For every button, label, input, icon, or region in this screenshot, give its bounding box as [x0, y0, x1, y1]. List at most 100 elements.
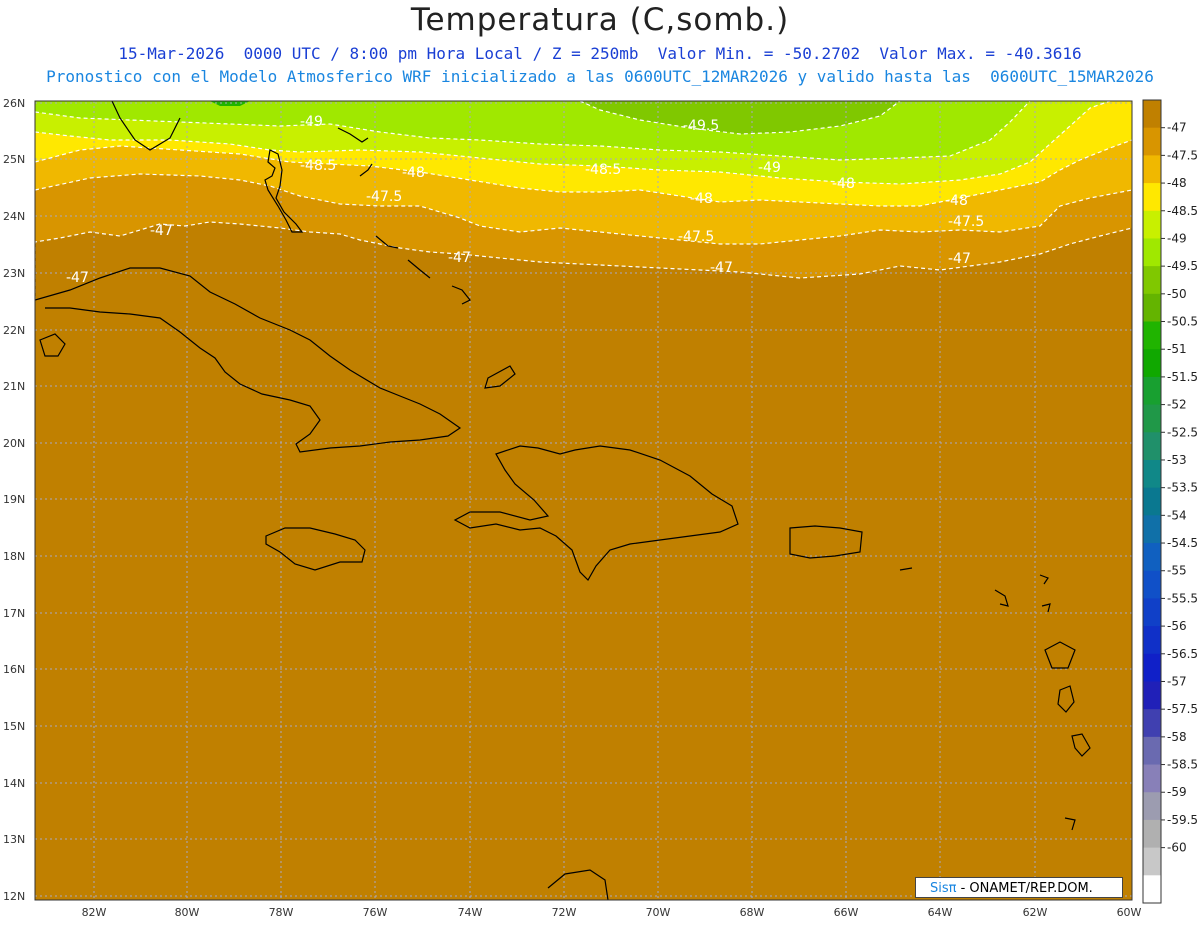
colorbar-swatch	[1143, 709, 1161, 738]
colorbar-label: -56	[1167, 619, 1187, 633]
shaded-field	[35, 101, 1132, 900]
colorbar-label: -50	[1167, 287, 1187, 301]
lat-label: 15N	[3, 720, 25, 733]
lat-label: 26N	[3, 97, 25, 110]
colorbar-label: -53	[1167, 453, 1187, 467]
colorbar-label: -52	[1167, 398, 1187, 412]
contour-label: -47	[66, 270, 89, 286]
colorbar-label: -50.5	[1167, 315, 1198, 329]
lat-label: 17N	[3, 607, 25, 620]
colorbar-label: -54.5	[1167, 536, 1198, 550]
colorbar-label: -49	[1167, 231, 1187, 245]
lat-label: 22N	[3, 324, 25, 337]
colorbar-swatch	[1143, 459, 1161, 489]
colorbar-swatch	[1143, 238, 1161, 267]
colorbar-label: -60	[1167, 841, 1187, 855]
colorbar-swatch	[1143, 598, 1161, 627]
colorbar-label: -48.5	[1167, 204, 1198, 218]
colorbar-frame	[1142, 99, 1162, 904]
hispaniola-coast	[453, 445, 739, 581]
colorbar-label: -47.5	[1167, 148, 1198, 162]
contour-label: -48	[402, 165, 425, 181]
colorbar-label: -58	[1167, 730, 1187, 744]
contour-label: -47.5	[678, 229, 714, 245]
contour-labels: -49 -49.5 -48.5 -49 -48.5 -48 -48 -47.5 …	[66, 114, 984, 286]
colorbar-label: -48	[1167, 176, 1187, 190]
lon-label: 80W	[175, 906, 200, 919]
lat-label: 20N	[3, 437, 25, 450]
colorbar-label: -49.5	[1167, 259, 1198, 273]
lat-label: 23N	[3, 267, 25, 280]
lat-label: 14N	[3, 777, 25, 790]
contour-label: -47	[710, 260, 733, 276]
colorbar-swatch	[1143, 432, 1161, 461]
longitude-labels: 82W 80W 78W 76W 74W 72W 70W 68W 66W 64W …	[82, 906, 1142, 919]
colorbar-swatch	[1143, 570, 1161, 599]
colorbar-swatch	[1143, 266, 1161, 295]
contour-label: -47.5	[948, 214, 984, 230]
colorbar-swatch	[1143, 376, 1161, 406]
lat-label: 25N	[3, 153, 25, 166]
colorbar-swatch	[1143, 875, 1161, 904]
colorbar-label: -54	[1167, 508, 1187, 522]
lon-label: 64W	[928, 906, 953, 919]
contour-label: -48	[832, 176, 855, 192]
valid-time-subtitle: 15-Mar-2026 0000 UTC / 8:00 pm Hora Loca…	[118, 44, 1082, 63]
contour-label: -47.5	[366, 189, 402, 205]
lat-label: 16N	[3, 663, 25, 676]
colorbar-swatch	[1143, 819, 1161, 849]
colorbar-label: -57.5	[1167, 702, 1198, 716]
sisp-onamet-logo: Sisπ - ONAMET/REP.DOM.	[915, 877, 1123, 898]
map-frame	[34, 100, 1133, 901]
lon-label: 76W	[363, 906, 388, 919]
lon-label: 78W	[269, 906, 294, 919]
colorbar-swatch	[1143, 515, 1161, 544]
map-title: Temperatura (C,somb.)	[410, 2, 790, 38]
lon-label: 74W	[458, 906, 483, 919]
colorbar-swatch	[1143, 792, 1161, 821]
colorbar-label: -51.5	[1167, 370, 1198, 384]
lon-label: 72W	[552, 906, 577, 919]
colorbar-swatch	[1143, 210, 1161, 239]
jamaica-coast	[265, 527, 366, 571]
lon-label: 68W	[740, 906, 765, 919]
colorbar-label: -56.5	[1167, 647, 1198, 661]
colorbar-swatch	[1143, 127, 1161, 156]
lat-label: 21N	[3, 380, 25, 393]
colorbar-swatch	[1143, 736, 1161, 766]
colorbar-label: -59.5	[1167, 813, 1198, 827]
contour-lines	[35, 101, 1132, 300]
graticule	[35, 101, 1132, 900]
colorbar-swatch	[1143, 847, 1161, 876]
logo-text: - ONAMET/REP.DOM.	[956, 881, 1093, 896]
lat-label: 19N	[3, 493, 25, 506]
contour-label: -47	[448, 250, 471, 266]
colorbar-swatch	[1143, 626, 1161, 655]
lon-label: 62W	[1023, 906, 1048, 919]
model-run-subtitle: Pronostico con el Modelo Atmosferico WRF…	[46, 67, 1154, 86]
puerto-rico-coast	[789, 525, 863, 559]
contour-label: -47	[948, 251, 971, 267]
colorbar-label: -55	[1167, 564, 1187, 578]
latitude-labels: 26N 25N 24N 23N 22N 21N 20N 19N 18N 17N …	[3, 97, 25, 903]
colorbar-label: -58.5	[1167, 758, 1198, 772]
colorbar-swatch	[1143, 764, 1161, 793]
colorbar-label: -47	[1167, 121, 1187, 135]
colorbar-label: -59	[1167, 785, 1187, 799]
colorbar-swatch	[1143, 293, 1161, 323]
contour-label: -49.5	[683, 118, 719, 134]
colorbar-swatch	[1143, 183, 1161, 212]
lat-label: 13N	[3, 833, 25, 846]
lon-label: 70W	[646, 906, 671, 919]
contour-label: -49	[300, 114, 323, 130]
contour-label: -48.5	[585, 162, 621, 178]
lon-label: 82W	[82, 906, 107, 919]
colorbar-label: -57	[1167, 674, 1187, 688]
colorbar-label: -53.5	[1167, 481, 1198, 495]
colorbar-swatch	[1143, 543, 1161, 572]
colorbar-swatch	[1143, 404, 1161, 433]
colorbar-label: -51	[1167, 342, 1187, 356]
colorbar-swatch	[1143, 681, 1161, 710]
colorbar-label: -55.5	[1167, 591, 1198, 605]
contour-label: -48.5	[300, 158, 336, 174]
